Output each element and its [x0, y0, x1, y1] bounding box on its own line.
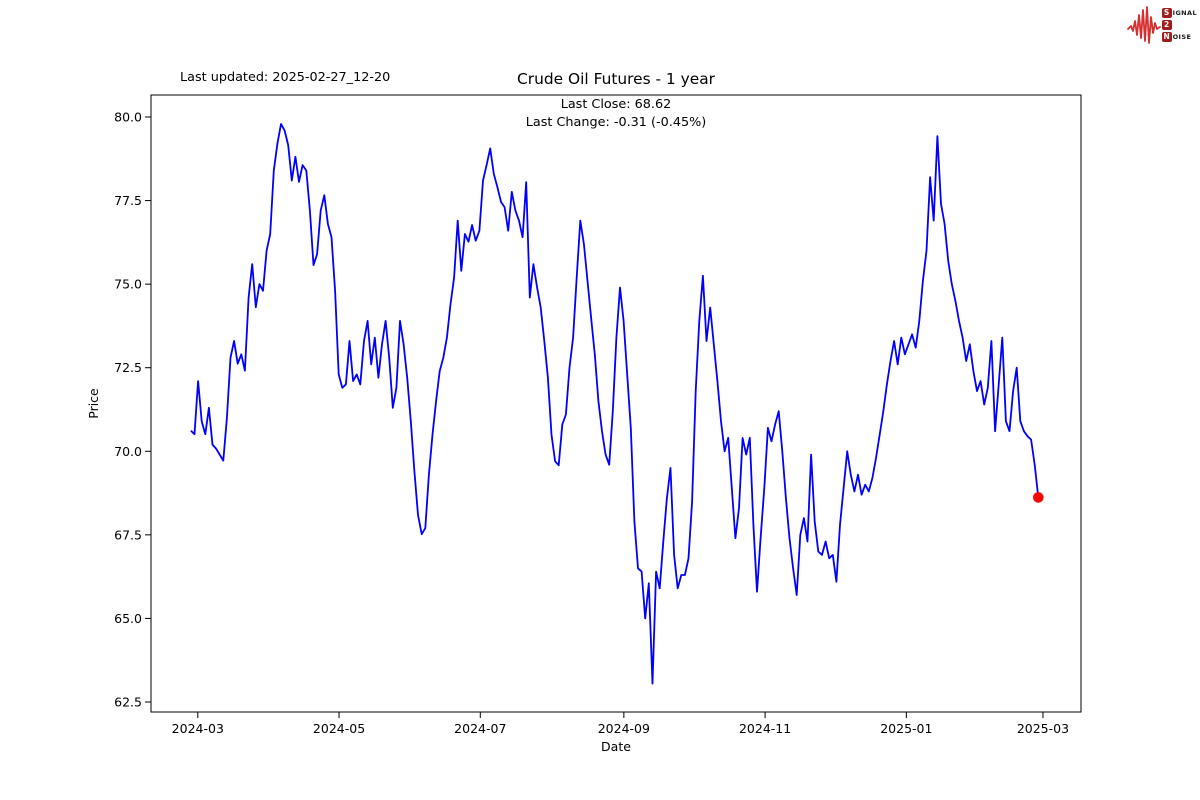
logo-signal-rest: IGNAL: [1172, 9, 1197, 17]
svg-text:62.5: 62.5: [114, 695, 142, 710]
svg-text:2025-01: 2025-01: [880, 721, 932, 736]
logo-letter-s: S: [1161, 8, 1172, 18]
logo-row-two: 2: [1161, 20, 1197, 30]
svg-text:65.0: 65.0: [114, 611, 142, 626]
logo-letter-n: N: [1161, 32, 1172, 42]
heartbeat-waveform-icon: [1126, 6, 1161, 44]
svg-text:72.5: 72.5: [114, 360, 142, 375]
svg-text:2024-05: 2024-05: [313, 721, 365, 736]
svg-text:2024-09: 2024-09: [598, 721, 650, 736]
chart-title: Crude Oil Futures - 1 year: [517, 70, 715, 88]
logo-noise-rest: OISE: [1172, 33, 1192, 41]
svg-text:67.5: 67.5: [114, 527, 142, 542]
svg-text:Date: Date: [601, 739, 631, 754]
svg-text:70.0: 70.0: [114, 444, 142, 459]
last-change-annotation: Last Change: -0.31 (-0.45%): [525, 115, 707, 130]
logo-letter-2: 2: [1161, 20, 1172, 30]
logo-row-noise: N OISE: [1161, 32, 1197, 42]
svg-text:2024-07: 2024-07: [454, 721, 506, 736]
svg-text:80.0: 80.0: [114, 110, 142, 125]
last-close-annotation: Last Close: 68.62: [560, 97, 672, 112]
svg-text:2024-03: 2024-03: [172, 721, 224, 736]
last-updated-text: Last updated: 2025-02-27_12-20: [180, 70, 391, 85]
logo-row-signal: S IGNAL: [1161, 8, 1197, 18]
svg-text:77.5: 77.5: [114, 193, 142, 208]
svg-text:2025-03: 2025-03: [1017, 721, 1069, 736]
svg-text:2024-11: 2024-11: [739, 721, 791, 736]
signal2noise-logo: S IGNAL 2 N OISE: [1126, 4, 1197, 46]
svg-text:Price: Price: [86, 388, 101, 419]
svg-text:75.0: 75.0: [114, 277, 142, 292]
logo-wordmark: S IGNAL 2 N OISE: [1161, 8, 1197, 42]
